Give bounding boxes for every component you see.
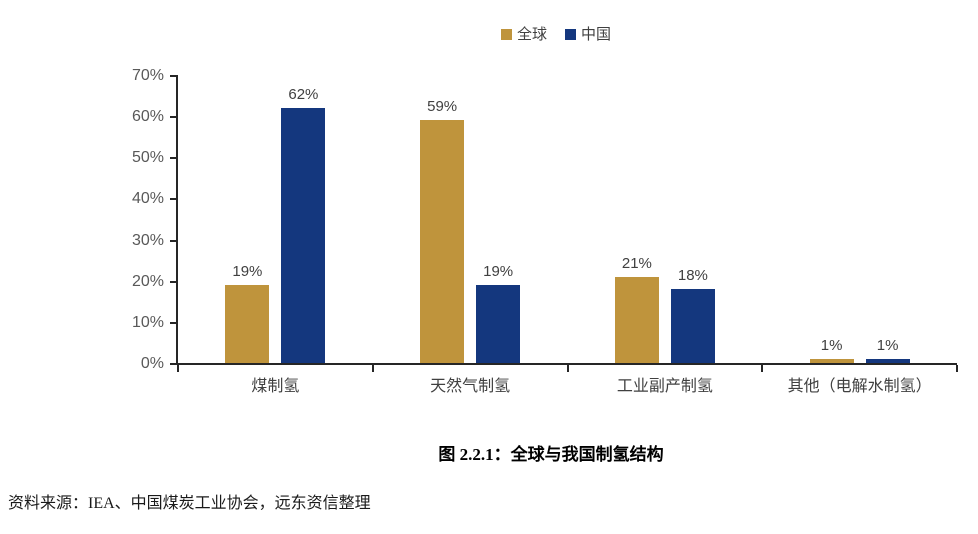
legend-item-全球: 全球 [500,26,547,43]
bar-全球-3 [614,277,659,363]
y-axis-line [176,75,178,365]
y-tick-label: 20% [131,272,164,290]
bar-中国-2 [476,285,521,363]
y-tick-mark [170,157,176,160]
y-tick-mark [170,198,176,201]
x-axis-line [176,363,957,365]
y-tick-mark [170,239,176,242]
y-tick-label: 30% [131,231,164,249]
x-tick-mark [761,365,764,372]
legend-swatch-icon [500,29,512,40]
bar-value-label: 21% [621,255,652,272]
y-tick-mark [170,363,176,365]
y-tick-label: 70% [131,67,164,84]
bar-全球-1 [225,285,270,363]
y-tick-mark [170,280,176,283]
bar-中国-1 [281,108,326,363]
bar-value-label: 59% [427,98,458,115]
y-tick-mark [170,75,176,77]
x-tick-mark [956,365,958,372]
y-tick-label: 10% [131,313,164,331]
bar-中国-3 [670,289,715,363]
legend-label: 中国 [581,26,612,43]
category-label: 工业副产制氢 [616,378,713,395]
category-label: 天然气制氢 [430,378,511,395]
figure-caption: 图 2.2.1：全球与我国制氢结构 [438,445,664,464]
bar-value-label: 62% [288,86,319,103]
chart-legend: 全球 中国 [134,27,978,42]
bar-value-label: 19% [232,263,263,280]
y-tick-label: 40% [131,190,164,208]
y-tick-label: 60% [131,108,164,126]
y-tick-label: 0% [140,355,164,372]
category-label: 煤制氢 [251,378,300,395]
bar-value-label: 1% [876,337,899,354]
bar-value-label: 18% [677,267,708,284]
legend-swatch-icon [565,29,576,40]
source-note: 资料来源：IEA、中国煤炭工业协会，远东资信整理 [8,495,371,512]
bar-中国-4 [865,359,910,363]
x-tick-mark [177,365,179,372]
y-tick-label: 50% [131,149,164,167]
bar-全球-4 [809,359,854,363]
x-tick-mark [371,365,374,372]
legend-item-中国: 中国 [565,27,611,42]
y-tick-mark [170,116,176,119]
category-label: 其他（电解水制氢） [787,378,932,395]
x-tick-mark [566,365,569,372]
bar-value-label: 1% [820,337,843,354]
bar-全球-2 [420,120,465,363]
bar-value-label: 19% [483,263,514,280]
y-tick-mark [170,321,176,324]
legend-label: 全球 [516,26,547,43]
